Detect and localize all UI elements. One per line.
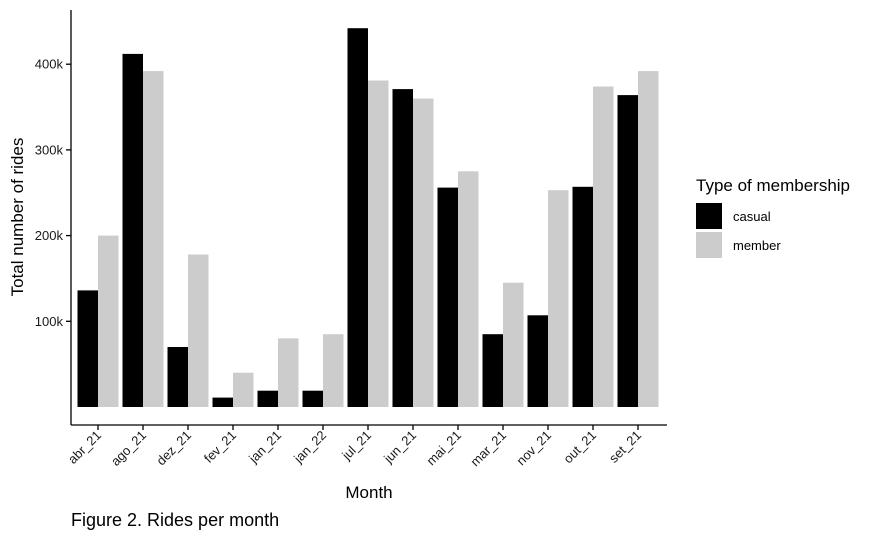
bar-member-out_21 xyxy=(593,86,614,407)
x-ticks-group: abr_21 ago_21 dez_21 fev_21 jan_21 jan_22 jul_… xyxy=(65,425,644,469)
x-tick-label: ago_21 xyxy=(108,428,149,469)
legend-label-member: member xyxy=(733,238,781,253)
x-tick-label: mai_21 xyxy=(423,428,464,469)
bar-casual-mar_21 xyxy=(482,334,503,407)
bar-member-nov_21 xyxy=(548,190,569,407)
bars-group xyxy=(77,28,659,408)
y-tick-label: 400k xyxy=(35,57,64,72)
legend-swatch-member xyxy=(696,232,722,258)
x-tick-label: set_21 xyxy=(606,428,644,466)
bar-casual-fev_21 xyxy=(212,397,233,407)
bar-casual-set_21 xyxy=(617,95,638,407)
x-tick-label: nov_21 xyxy=(513,428,554,469)
bar-casual-dez_21 xyxy=(167,347,188,407)
y-tick-label: 200k xyxy=(35,228,64,243)
bar-member-mai_21 xyxy=(458,171,479,407)
legend-title: Type of membership xyxy=(696,176,850,195)
legend-label-casual: casual xyxy=(733,209,771,224)
bar-member-jun_21 xyxy=(413,98,434,407)
x-tick-label: jul_21 xyxy=(338,428,374,464)
legend-swatch-casual xyxy=(696,203,722,229)
x-axis-title: Month xyxy=(345,483,392,502)
figure-caption: Figure 2. Rides per month xyxy=(71,510,279,530)
y-ticks-group: 100k 200k 300k 400k xyxy=(35,57,71,329)
bar-member-ago_21 xyxy=(143,71,164,407)
bar-member-mar_21 xyxy=(503,282,524,407)
x-tick-label: jan_22 xyxy=(290,428,329,467)
x-tick-label: jan_21 xyxy=(245,428,284,467)
x-tick-label: fev_21 xyxy=(201,428,239,466)
bar-member-jan_22 xyxy=(323,334,344,407)
y-tick-label: 300k xyxy=(35,142,64,157)
bar-member-dez_21 xyxy=(188,254,209,407)
x-tick-label: dez_21 xyxy=(153,428,194,469)
bar-casual-abr_21 xyxy=(77,290,98,407)
bar-casual-jan_21 xyxy=(257,390,278,407)
legend: Type of membership casual member xyxy=(696,176,850,258)
x-tick-label: jun_21 xyxy=(380,428,419,467)
x-tick-label: mar_21 xyxy=(467,428,509,470)
bar-casual-mai_21 xyxy=(437,187,458,407)
bar-member-abr_21 xyxy=(98,235,119,407)
bar-casual-out_21 xyxy=(572,186,593,407)
y-tick-label: 100k xyxy=(35,314,64,329)
x-tick-label: out_21 xyxy=(560,428,599,467)
bar-casual-ago_21 xyxy=(122,53,143,408)
bar-casual-jan_22 xyxy=(302,390,323,407)
y-axis-title: Total number of rides xyxy=(8,138,27,297)
bar-casual-nov_21 xyxy=(527,315,548,407)
axes-group xyxy=(70,10,667,426)
x-tick-label: abr_21 xyxy=(65,428,104,467)
bar-casual-jun_21 xyxy=(392,89,413,407)
bar-casual-jul_21 xyxy=(347,28,368,407)
bar-member-set_21 xyxy=(638,71,659,407)
bar-member-fev_21 xyxy=(233,372,254,407)
bar-member-jul_21 xyxy=(368,80,389,407)
bar-member-jan_21 xyxy=(278,338,299,407)
